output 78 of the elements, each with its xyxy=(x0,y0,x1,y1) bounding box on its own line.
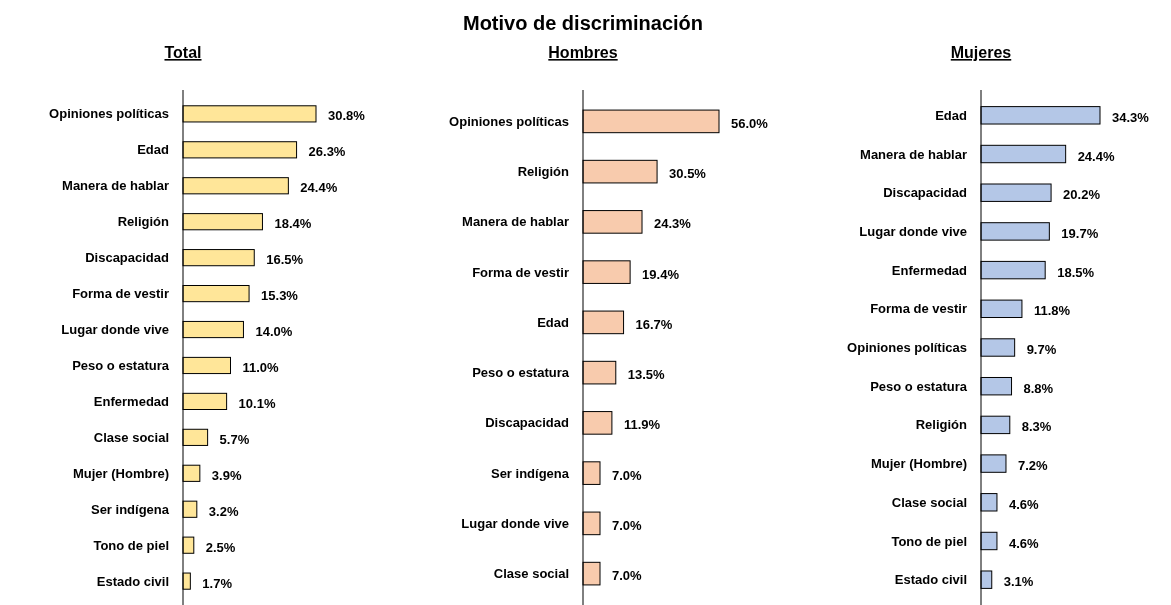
data-label: 18.4% xyxy=(274,216,312,232)
y-tick-label: Edad xyxy=(935,107,968,123)
y-tick-label: Opiniones políticas xyxy=(449,113,569,129)
data-label: 7.0% xyxy=(612,568,643,584)
data-label: 10.1% xyxy=(238,395,276,411)
y-tick-label: Religión xyxy=(117,214,170,230)
chart-subtitle: Total xyxy=(164,44,202,61)
y-tick-label: Discapacidad xyxy=(485,415,570,431)
data-label: 19.7% xyxy=(1061,225,1099,241)
data-label: 9.7% xyxy=(1026,342,1057,358)
y-tick-label: Lugar donde vive xyxy=(61,322,169,338)
y-tick-label: Ser indígena xyxy=(90,501,170,517)
data-label: 2.5% xyxy=(205,539,236,555)
data-label: 3.9% xyxy=(211,467,242,483)
data-label: 8.3% xyxy=(1021,419,1052,435)
data-label: 26.3% xyxy=(308,144,346,160)
y-tick-label: Manera de hablar xyxy=(462,214,569,230)
y-tick-label: Tono de piel xyxy=(93,537,169,553)
y-tick-label: Peso o estatura xyxy=(72,358,170,374)
data-label: 30.8% xyxy=(328,108,366,124)
data-label: 11.0% xyxy=(242,360,280,376)
data-label: 18.5% xyxy=(1057,264,1095,280)
data-label: 7.2% xyxy=(1017,458,1049,474)
data-label: 7.0% xyxy=(612,467,643,483)
y-tick-label: Mujer (Hombre) xyxy=(870,456,967,472)
data-label: 15.3% xyxy=(261,288,299,304)
y-tick-label: Discapacidad xyxy=(883,185,968,201)
data-label: 4.6% xyxy=(1008,535,1040,551)
y-tick-label: Opiniones políticas xyxy=(847,340,967,356)
y-tick-label: Lugar donde vive xyxy=(859,223,967,239)
data-label: 3.1% xyxy=(1003,574,1034,590)
y-tick-label: Enfermedad xyxy=(93,393,170,409)
data-label: 20.2% xyxy=(1063,187,1101,203)
y-tick-label: Tono de piel xyxy=(891,533,967,549)
data-label: 13.5% xyxy=(627,367,666,383)
data-label: 24.4% xyxy=(1077,148,1115,164)
y-tick-label: Enfermedad xyxy=(891,262,968,278)
y-tick-label: Estado civil xyxy=(894,572,967,588)
data-label: 24.4% xyxy=(300,180,338,196)
y-tick-label: Edad xyxy=(137,142,170,158)
y-tick-label: Forma de vestir xyxy=(72,286,169,302)
data-label: 14.0% xyxy=(255,324,293,340)
y-tick-label: Discapacidad xyxy=(85,250,170,266)
data-label: 8.8% xyxy=(1023,380,1054,396)
y-tick-label: Manera de hablar xyxy=(62,178,169,194)
chart-subtitle: Mujeres xyxy=(950,44,1012,61)
data-label: 30.5% xyxy=(669,166,707,182)
data-label: 7.0% xyxy=(612,517,643,533)
data-label: 4.6% xyxy=(1008,496,1040,512)
y-tick-label: Peso o estatura xyxy=(870,378,968,394)
chart-subtitle: Hombres xyxy=(548,44,618,61)
chart-title: Motivo de discriminación xyxy=(462,12,704,34)
data-label: 11.8% xyxy=(1033,303,1071,319)
y-tick-label: Lugar donde vive xyxy=(461,515,569,531)
data-label: 16.7% xyxy=(635,316,673,332)
data-label: 24.3% xyxy=(654,216,692,232)
y-tick-label: Clase social xyxy=(93,429,169,445)
y-tick-label: Religión xyxy=(915,417,968,433)
data-label: 3.2% xyxy=(208,503,239,519)
y-tick-label: Religión xyxy=(517,164,570,180)
y-tick-label: Clase social xyxy=(891,494,967,510)
data-label: 11.9% xyxy=(623,417,661,433)
y-tick-label: Forma de vestir xyxy=(870,301,967,317)
data-label: 56.0% xyxy=(731,115,769,131)
y-tick-label: Ser indígena xyxy=(490,465,570,481)
data-label: 19.4% xyxy=(642,266,680,282)
data-label: 1.7% xyxy=(202,575,233,591)
y-tick-label: Estado civil xyxy=(96,573,169,589)
data-label: 16.5% xyxy=(266,252,304,268)
y-tick-label: Peso o estatura xyxy=(472,365,570,381)
data-label: 34.3% xyxy=(1112,109,1150,125)
y-tick-label: Edad xyxy=(537,314,570,330)
y-tick-label: Forma de vestir xyxy=(472,264,569,280)
y-tick-label: Mujer (Hombre) xyxy=(72,465,169,481)
y-tick-label: Opiniones políticas xyxy=(49,106,169,122)
y-tick-label: Clase social xyxy=(493,566,569,582)
y-tick-label: Manera de hablar xyxy=(860,146,967,162)
data-label: 5.7% xyxy=(219,431,250,447)
